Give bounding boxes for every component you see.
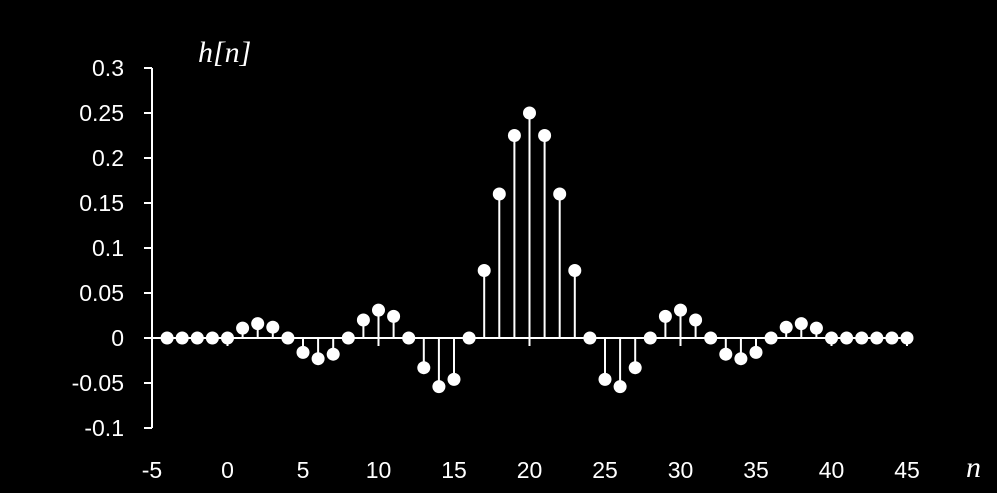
y-tick-label: 0.15 <box>79 190 124 216</box>
stem-marker <box>417 361 431 375</box>
y-tick-label: 0.3 <box>92 55 124 81</box>
x-tick-label: 35 <box>743 457 769 483</box>
stem-marker <box>749 345 763 359</box>
stem-marker <box>809 321 823 335</box>
y-ticks: 0.3 0.25 0.2 0.15 0.1 0.05 0 -0.05 -0.1 <box>72 55 152 441</box>
stem-marker <box>477 264 491 277</box>
x-tick-label: 25 <box>592 457 618 483</box>
stem-marker <box>840 331 854 345</box>
stem-marker <box>674 303 687 317</box>
x-tick-label: 15 <box>441 457 467 483</box>
y-tick-label: 0 <box>111 325 124 351</box>
stem-marker <box>296 345 310 359</box>
stem-marker <box>538 129 552 142</box>
stem-marker <box>447 372 461 386</box>
x-tick-label: 5 <box>297 457 310 483</box>
stem-marker <box>583 331 597 345</box>
stem-marker <box>885 331 899 345</box>
stem-marker <box>553 187 567 201</box>
stem-marker <box>900 331 914 345</box>
stem-marker <box>734 352 748 366</box>
stem-marker <box>432 380 446 394</box>
y-axis-title: h[n] <box>198 36 251 69</box>
stem-marker <box>356 313 370 327</box>
stem-marker <box>236 321 250 335</box>
x-tick-label: 10 <box>366 457 392 483</box>
stem-marker <box>658 309 672 323</box>
x-tick-label: 30 <box>668 457 694 483</box>
x-tick-label: 20 <box>517 457 543 483</box>
stem-marker <box>311 352 325 366</box>
stem-marker <box>221 331 234 345</box>
stem-marker <box>764 331 778 345</box>
x-tick-label: -5 <box>142 457 162 483</box>
x-axis-title: n <box>966 451 981 484</box>
stem-marker <box>704 331 718 345</box>
stem-marker <box>825 331 838 345</box>
stem-marker <box>462 331 476 345</box>
stem-marker <box>719 347 733 361</box>
y-tick-label: -0.1 <box>84 415 124 441</box>
x-tick-label: 45 <box>894 457 920 483</box>
y-tick-label: 0.05 <box>79 280 124 306</box>
stem-marker <box>372 303 385 317</box>
stem-marker <box>598 372 612 386</box>
stem-marker <box>190 331 204 345</box>
stem-marker <box>341 331 355 345</box>
stem-marker <box>568 264 582 277</box>
x-tick-label: 40 <box>819 457 845 483</box>
x-ticks: -5 0 5 10 15 20 25 30 35 40 45 <box>142 338 920 483</box>
stem-marker <box>492 187 506 201</box>
stem-marker <box>870 331 884 345</box>
y-tick-label: 0.25 <box>79 100 124 126</box>
stem-marker <box>643 331 657 345</box>
stem-marker <box>387 309 401 323</box>
stem-marker <box>251 317 265 331</box>
stem-marker <box>175 331 189 345</box>
y-tick-label: 0.1 <box>92 235 124 261</box>
stem-marker <box>689 313 703 327</box>
stem-marker <box>779 320 793 334</box>
stem-marker <box>160 331 174 345</box>
stem-marker <box>628 361 642 375</box>
x-tick-label: 0 <box>221 457 234 483</box>
stem-marker <box>266 320 280 334</box>
stem-marker <box>794 317 808 331</box>
y-tick-label: -0.05 <box>72 370 124 396</box>
stem-marker <box>855 331 869 345</box>
stems <box>160 106 914 394</box>
stem-marker <box>613 380 627 394</box>
stem-marker <box>402 331 416 345</box>
stem-marker <box>281 331 295 345</box>
stem-marker <box>205 331 219 345</box>
stem-marker <box>326 347 340 361</box>
stem-marker <box>507 129 521 142</box>
stem-marker <box>523 106 536 120</box>
y-tick-label: 0.2 <box>92 145 124 171</box>
